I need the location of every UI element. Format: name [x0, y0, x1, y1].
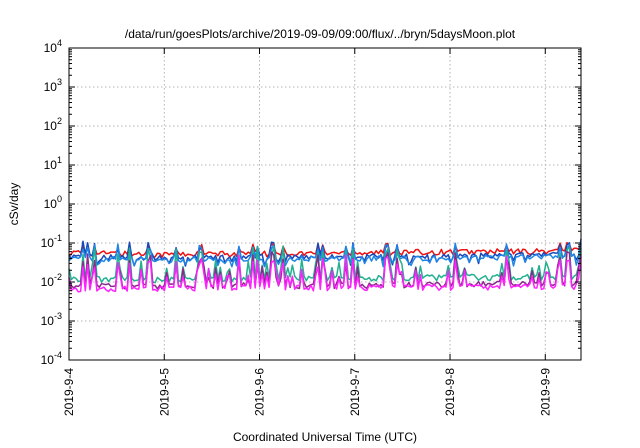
y-tick-label: 104 [44, 38, 62, 55]
y-tick-label: 10-4 [41, 350, 62, 367]
y-tick-label: 10-3 [41, 311, 62, 328]
x-axis: 2019-9-4 2019-9-5 2019-9-6 2019-9-7 2019-9-8… [62, 48, 552, 416]
x-axis-label: Coordinated Universal Time (UTC) [233, 430, 417, 444]
x-tick-label: 2019-9-5 [157, 368, 171, 416]
y-axis-label: cSv/day [7, 183, 21, 226]
grid [69, 48, 581, 360]
y-tick-label: 101 [44, 155, 62, 172]
y-tick-label: 103 [44, 77, 62, 94]
x-tick-label: 2019-9-8 [443, 368, 457, 416]
y-tick-label: 10-2 [41, 272, 62, 289]
x-tick-label: 2019-9-6 [253, 368, 267, 416]
y-tick-label: 10-1 [41, 233, 62, 250]
series-group [68, 238, 582, 293]
series-line [68, 254, 582, 293]
x-tick-label: 2019-9-4 [62, 368, 76, 416]
x-tick-label: 2019-9-7 [348, 368, 362, 416]
chart-title: /data/run/goesPlots/archive/2019-09-09/0… [125, 27, 516, 41]
y-tick-label: 100 [44, 194, 62, 211]
x-tick-label: 2019-9-9 [538, 368, 552, 416]
series-line [68, 242, 582, 268]
y-tick-label: 102 [44, 116, 62, 133]
y-axis: 10-4 10-3 10-2 10-1 100 101 102 103 104 [41, 38, 581, 367]
